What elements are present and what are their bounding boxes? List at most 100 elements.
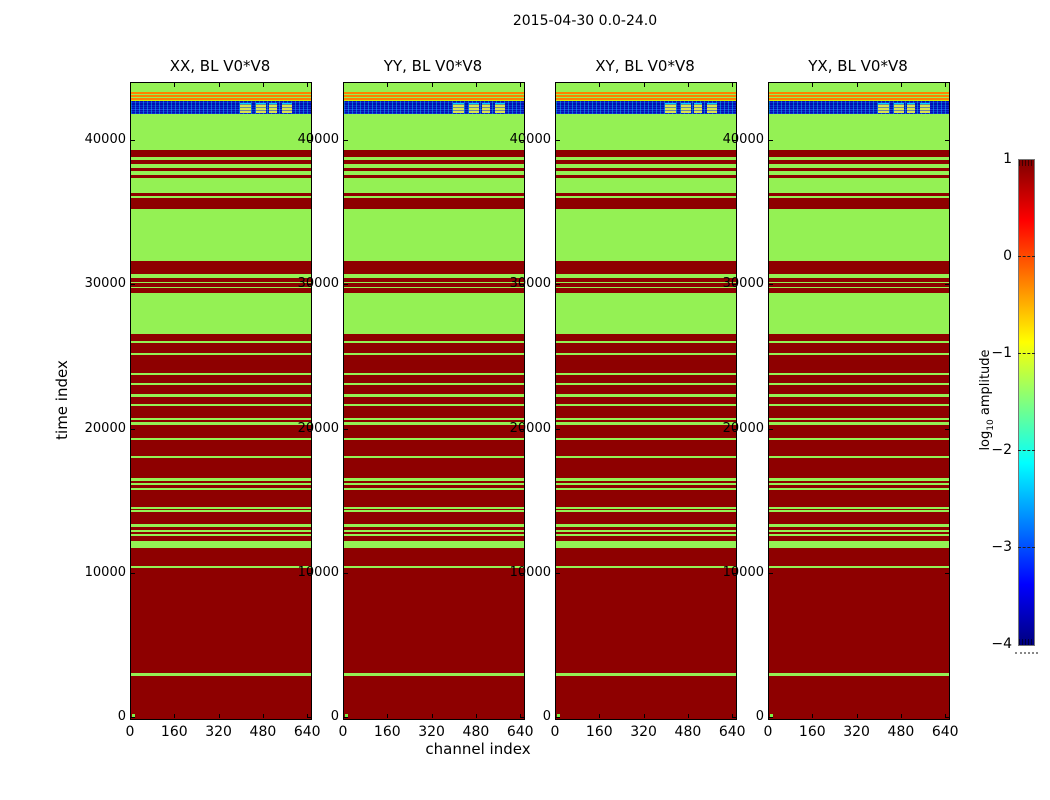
heatmap-band-red [769, 355, 949, 373]
heatmap-band-red [131, 568, 311, 674]
heatmap-block-yellow [268, 102, 278, 114]
heatmap-band-red [131, 458, 311, 479]
heatmap-band-red [769, 160, 949, 165]
heatmap-band-blue [556, 100, 736, 115]
heatmap-band-red [344, 260, 524, 275]
heatmap-band-red [556, 420, 736, 423]
x-tick-bottom [218, 714, 220, 718]
y-tick-left [769, 428, 773, 430]
heatmap-corner-square [557, 713, 561, 718]
x-tick-top [174, 83, 176, 87]
x-tick-label: 320 [418, 724, 445, 740]
heatmap-band-blue [769, 100, 949, 115]
heatmap-corner-square [132, 713, 136, 718]
x-tick-top [856, 83, 858, 87]
panel-title: YX, BL V0*V8 [808, 57, 908, 75]
x-tick-label: 480 [674, 724, 702, 740]
colorbar-tick-label: 0 [1003, 248, 1012, 264]
x-tick-top [599, 83, 601, 87]
heatmap-band-red [769, 343, 949, 353]
y-tick-label: 40000 [84, 131, 126, 147]
heatmap-band-red [769, 675, 949, 719]
heatmap-band-red [769, 526, 949, 530]
y-tick-right [307, 428, 311, 430]
y-tick-label: 30000 [297, 276, 339, 292]
y-tick-left [769, 717, 773, 718]
colorbar-tick-label: −3 [991, 539, 1012, 555]
x-tick-top [732, 83, 734, 87]
heatmap-band-red [344, 547, 524, 566]
heatmap-band-red [344, 420, 524, 423]
heatmap-band-orange [131, 91, 311, 94]
x-tick-label: 640 [506, 724, 534, 740]
x-tick-bottom [643, 714, 645, 718]
heatmap-band-red [131, 167, 311, 171]
heatmap-band-red [131, 375, 311, 383]
heatmap-band-red [131, 343, 311, 353]
x-tick-bottom [387, 714, 389, 718]
heatmap-band-red [344, 480, 524, 484]
heatmap-band-red [344, 192, 524, 197]
x-tick-top [218, 83, 220, 87]
heatmap-band-red [344, 197, 524, 210]
heatmap-band-yellow [344, 99, 524, 101]
heatmap-band-red [556, 260, 736, 275]
panel-title: XY, BL V0*V8 [595, 57, 695, 75]
y-tick-label: 20000 [509, 420, 551, 436]
heatmap-band-red [769, 458, 949, 479]
x-tick-bottom [687, 714, 689, 718]
heatmap-band-red [556, 282, 736, 287]
y-tick-left [344, 139, 348, 141]
heatmap-band-red [769, 440, 949, 457]
heatmap-band-red [344, 287, 524, 294]
heatmap-band-red [131, 260, 311, 275]
heatmap-band-red [344, 526, 524, 530]
heatmap-band-red [556, 167, 736, 171]
heatmap-band-red [131, 396, 311, 404]
heatmap-band-orange [344, 94, 524, 97]
y-tick-right [732, 428, 736, 430]
y-tick-left [556, 139, 560, 141]
heatmap-band-red [769, 175, 949, 178]
heatmap-band-red [131, 420, 311, 423]
heatmap-band-red [556, 547, 736, 566]
colorbar-label: log10 amplitude [978, 349, 996, 450]
x-tick-top [812, 83, 814, 87]
y-tick-left [344, 284, 348, 286]
x-tick-top [387, 83, 389, 87]
x-tick-bottom [856, 714, 858, 718]
heatmap-band-red [344, 160, 524, 165]
heatmap-band-red [769, 512, 949, 525]
heatmap-band-red [131, 508, 311, 510]
x-tick-top [130, 83, 131, 87]
heatmap-band-orange [769, 97, 949, 100]
x-tick-top [262, 83, 264, 87]
heatmap-block-yellow [494, 102, 505, 114]
y-tick-left [131, 284, 135, 286]
x-tick-label: 160 [798, 724, 826, 740]
heatmap-band-red [344, 675, 524, 719]
heatmap-block-yellow [469, 102, 479, 114]
y-tick-label: 10000 [84, 565, 126, 581]
heatmap-band-red [556, 485, 736, 488]
heatmap-band-red [344, 333, 524, 342]
x-tick-bottom [599, 714, 601, 718]
heatmap-band-red [556, 355, 736, 373]
x-tick-bottom [307, 714, 309, 718]
heatmap-band-red [344, 406, 524, 418]
heatmap-band-red [344, 355, 524, 373]
heatmap-band-red [556, 343, 736, 353]
heatmap-block-yellow [681, 102, 691, 114]
x-tick-bottom [945, 714, 947, 718]
y-tick-left [556, 284, 560, 286]
heatmap-band-red [131, 440, 311, 457]
x-tick-top [431, 83, 433, 87]
x-tick-label: 640 [293, 724, 321, 740]
y-tick-left [556, 428, 560, 430]
heatmap-band-red [344, 282, 524, 287]
y-tick-label: 40000 [722, 131, 764, 147]
y-tick-label: 40000 [297, 131, 339, 147]
y-tick-label: 10000 [297, 565, 339, 581]
heatmap-corner-square [770, 713, 774, 718]
